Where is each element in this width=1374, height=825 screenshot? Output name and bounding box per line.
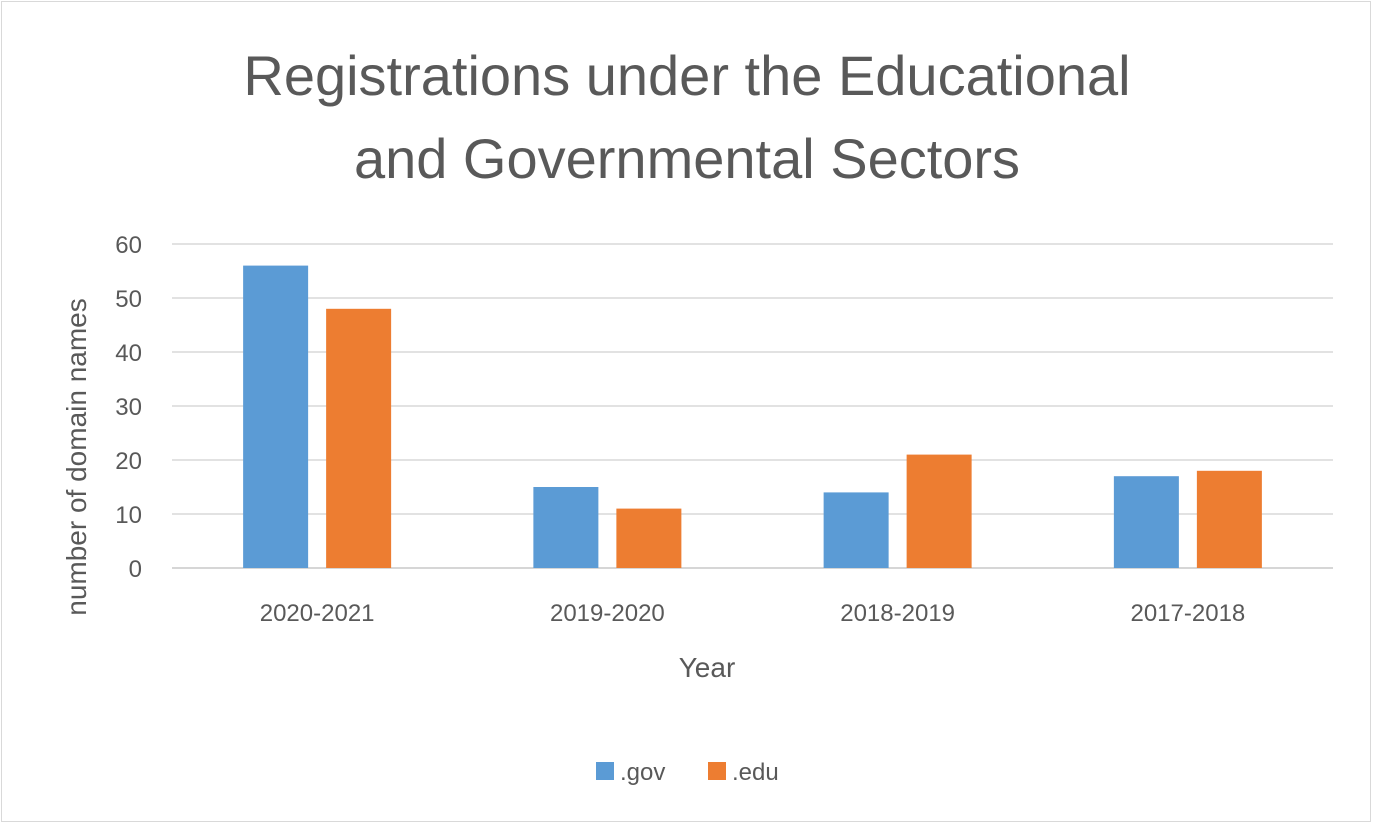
legend-swatch-gov (596, 762, 614, 780)
y-tick-label: 40 (115, 340, 142, 367)
x-axis-title: Year (679, 652, 736, 683)
bars (243, 265, 1262, 568)
legend-swatch-edu (708, 762, 726, 780)
y-tick-label: 60 (115, 232, 142, 259)
bar-gov-2019-2020 (533, 487, 599, 568)
y-axis-title: number of domain names (61, 298, 92, 616)
x-axis-ticks: 2020-2021 2019-2020 2018-2019 2017-2018 (260, 600, 1246, 627)
y-tick-label: 50 (115, 286, 142, 313)
bar-gov-2018-2019 (823, 492, 889, 568)
bar-gov-2017-2018 (1113, 476, 1179, 568)
bar-edu-2020-2021 (326, 308, 392, 568)
bar-edu-2017-2018 (1196, 470, 1262, 568)
y-axis-ticks: 0 10 20 30 40 50 60 (115, 232, 142, 583)
legend: .gov .edu (596, 759, 779, 786)
x-tick-label: 2018-2019 (840, 600, 955, 627)
y-tick-label: 20 (115, 448, 142, 475)
chart-title-line-1: Registrations under the Educational (243, 44, 1130, 107)
y-tick-label: 0 (129, 556, 142, 583)
chart-title-line-2: and Governmental Sectors (354, 127, 1020, 190)
y-tick-label: 10 (115, 502, 142, 529)
bar-edu-2018-2019 (906, 454, 972, 568)
legend-label-edu: .edu (732, 759, 779, 786)
x-tick-label: 2020-2021 (260, 600, 375, 627)
x-tick-label: 2019-2020 (550, 600, 665, 627)
bar-edu-2019-2020 (616, 508, 682, 568)
y-tick-label: 30 (115, 394, 142, 421)
x-tick-label: 2017-2018 (1130, 600, 1245, 627)
bar-gov-2020-2021 (243, 265, 309, 568)
legend-label-gov: .gov (620, 759, 665, 786)
